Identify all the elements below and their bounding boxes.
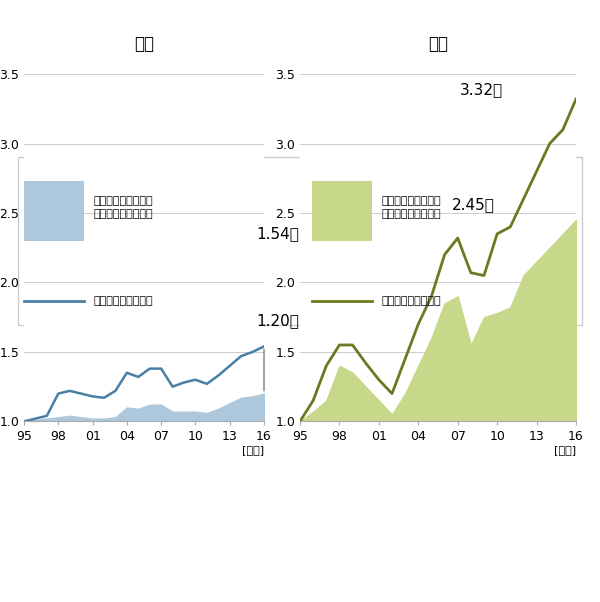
Text: 2.45倍: 2.45倍 (452, 197, 494, 212)
Text: 1.54倍: 1.54倍 (257, 226, 299, 241)
Text: 3.32倍: 3.32倍 (460, 82, 503, 97)
Title: 米国: 米国 (428, 35, 448, 53)
Text: 家計金融資産の推移: 家計金融資産の推移 (381, 296, 440, 306)
Title: 日本: 日本 (134, 35, 154, 53)
Text: 家計金融資産の推移: 家計金融資産の推移 (93, 296, 152, 306)
Text: 運用リターンによる
家計金融資産の推移: 運用リターンによる 家計金融資産の推移 (381, 196, 440, 219)
X-axis label: [年末]: [年末] (554, 445, 576, 455)
X-axis label: [年末]: [年末] (242, 445, 264, 455)
Text: 運用リターンによる
家計金融資産の推移: 運用リターンによる 家計金融資産の推移 (93, 196, 152, 219)
Text: 1.20倍: 1.20倍 (257, 313, 299, 327)
